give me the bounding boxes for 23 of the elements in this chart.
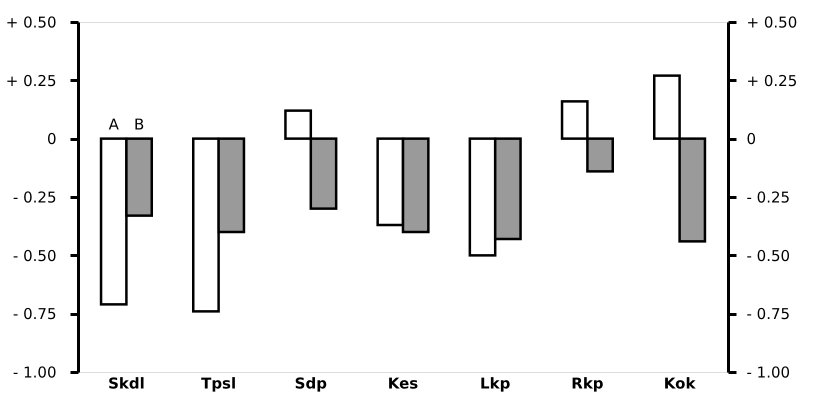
x-tick-label: Kes (388, 374, 418, 392)
y-tick-label: + 0.25 (6, 72, 56, 90)
y-tick-label: 0 (46, 130, 56, 148)
y2-tick-label: + 0.25 (746, 72, 798, 90)
x-tick-label: Kok (664, 374, 696, 392)
x-tick-label: Rkp (571, 374, 604, 392)
y-tick-label: - 1.00 (12, 364, 56, 382)
y2-tick-label: - 0.75 (746, 305, 790, 324)
y2-tick-label: 0 (746, 130, 756, 148)
y2-tick-label: + 0.50 (746, 14, 798, 32)
y-tick-label: + 0.50 (6, 14, 56, 32)
series-label: A (108, 116, 120, 134)
series-label: B (134, 116, 144, 134)
x-tick-label: Skdl (108, 374, 145, 392)
y-tick-label: - 0.75 (12, 305, 56, 324)
y-tick-label: - 0.25 (12, 188, 56, 206)
x-tick-label: Sdp (294, 374, 328, 392)
y2-tick-label: - 1.00 (746, 364, 790, 382)
x-tick-label: Lkp (480, 374, 511, 392)
y-tick-label: - 0.50 (12, 246, 56, 265)
y2-tick-label: - 0.25 (746, 188, 790, 206)
x-tick-label: Tpsl (201, 374, 236, 392)
y2-tick-label: - 0.50 (746, 246, 790, 265)
